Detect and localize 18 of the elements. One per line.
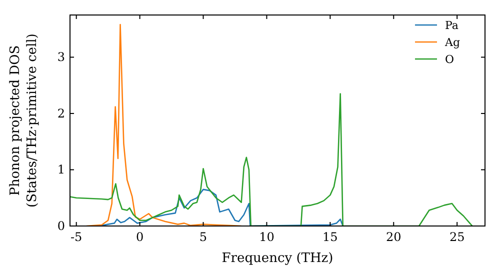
- x-tick-label: 15: [322, 230, 338, 244]
- legend-label: Pa: [445, 19, 459, 32]
- y-tick-label: 2: [57, 106, 65, 120]
- y-tick-label: 1: [57, 162, 65, 177]
- x-tick-label: -5: [70, 230, 82, 244]
- x-axis-title: Frequency (THz): [222, 251, 334, 266]
- line-series: [86, 24, 242, 226]
- x-tick-label: 5: [199, 230, 208, 244]
- y-axis-title: Phonon projected DOS (States/THz·primitive cell): [8, 33, 40, 208]
- legend-label: O: [445, 53, 454, 66]
- x-tick-label: 0: [136, 230, 144, 244]
- y-tick-label: 3: [57, 50, 65, 64]
- legend-label: Ag: [444, 36, 460, 49]
- x-tick-label: 20: [386, 230, 402, 244]
- x-tick-label: 10: [259, 230, 274, 244]
- y-tick-label: 0: [57, 219, 65, 233]
- x-tick-label: 25: [449, 230, 465, 244]
- line-series: [70, 93, 473, 226]
